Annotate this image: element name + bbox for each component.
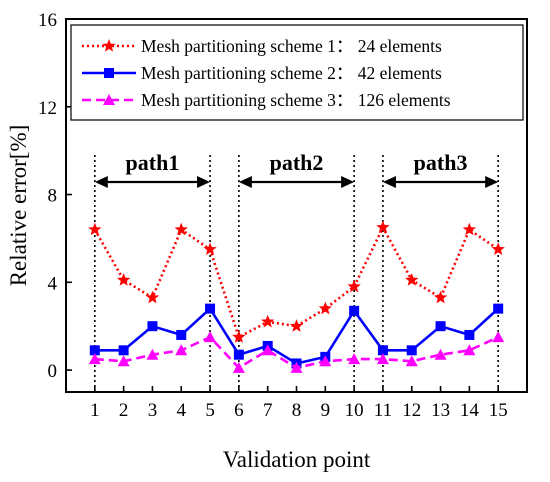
legend: Mesh partitioning scheme 1： 24 elements M…: [70, 24, 524, 121]
series-2-point: [493, 303, 504, 314]
x-tick-label: 10: [345, 400, 364, 421]
legend-box: [70, 24, 524, 121]
series-3-point: [492, 331, 505, 343]
annotation-arrowhead-right: [341, 176, 355, 188]
annotation-arrowhead-left: [94, 176, 108, 188]
series-2-point: [349, 305, 360, 316]
series-1-point: [261, 314, 275, 328]
series-2-point: [147, 321, 158, 332]
x-tick-label: 2: [119, 400, 129, 421]
series-1: [88, 220, 505, 343]
series-1-point: [405, 273, 419, 286]
legend-label: Mesh partitioning scheme 2： 42 elements: [141, 63, 442, 83]
series-3-point: [88, 353, 101, 365]
x-tick-label: 13: [431, 400, 450, 421]
annotation-label: path2: [270, 150, 324, 175]
x-tick-label: 12: [402, 400, 421, 421]
series-1-point: [376, 220, 390, 234]
series-3-point: [204, 331, 217, 343]
series-3-point: [405, 355, 418, 367]
series-3-point: [290, 361, 303, 373]
y-tick-label: 4: [48, 273, 58, 294]
series-3-point: [117, 355, 130, 367]
series-1-point: [347, 279, 361, 293]
series-3-point: [376, 353, 389, 365]
series-3-point: [319, 355, 332, 367]
legend-item-3: Mesh partitioning scheme 3： 126 elements: [82, 90, 451, 110]
legend-swatch-marker: [104, 68, 114, 78]
series-3-point: [146, 348, 159, 360]
series-1-point: [116, 273, 131, 286]
x-tick-label: 7: [263, 400, 273, 421]
legend-swatch-marker: [102, 39, 116, 52]
series-2-point: [233, 349, 244, 360]
series-3-point: [232, 361, 245, 373]
series-3-point: [175, 344, 188, 356]
series-1-point: [318, 301, 332, 315]
series-3-point: [348, 353, 361, 365]
legend-item-2: Mesh partitioning scheme 2： 42 elements: [82, 63, 442, 83]
y-tick-label: 0: [48, 361, 58, 382]
x-tick-label: 6: [234, 400, 244, 421]
series-3: [88, 331, 505, 373]
series-1-line: [93, 224, 499, 340]
series-1-point: [433, 290, 448, 304]
series-2-point: [118, 345, 129, 356]
x-tick-label: 15: [489, 400, 508, 421]
y-tick-label: 16: [38, 10, 57, 31]
series-1-point: [203, 242, 217, 256]
y-tick-label: 8: [48, 186, 58, 207]
annotation-path3: path3: [382, 150, 499, 188]
series-2-point: [89, 345, 100, 356]
series-2-point: [205, 303, 216, 314]
series-1-point: [462, 222, 477, 236]
path-annotations: path1 path2 path3: [94, 150, 499, 188]
y-axis-title: Relative error[%]: [6, 125, 31, 287]
series-3-point: [434, 348, 447, 360]
legend-label: Mesh partitioning scheme 3： 126 elements: [141, 90, 451, 110]
series-1-point: [491, 242, 505, 256]
annotation-label: path3: [414, 150, 468, 175]
series-1-point: [174, 222, 188, 236]
x-tick-label: 4: [177, 400, 187, 421]
x-tick-label: 1: [90, 400, 100, 421]
annotation-label: path1: [126, 150, 180, 175]
series-2-point: [464, 329, 475, 340]
annotation-path1: path1: [94, 150, 211, 188]
annotation-arrowhead-right: [197, 176, 211, 188]
series-1-point: [88, 222, 102, 236]
x-tick-label: 5: [205, 400, 215, 421]
x-tick-label: 9: [321, 400, 331, 421]
x-tick-label: 11: [374, 400, 392, 421]
x-tick-label: 14: [460, 400, 480, 421]
series-3-point: [261, 344, 274, 356]
legend-label: Mesh partitioning scheme 1： 24 elements: [141, 36, 442, 56]
series-2-point: [435, 321, 446, 332]
annotation-arrowhead-right: [485, 176, 499, 188]
legend-swatch-marker: [103, 94, 115, 105]
annotation-arrowhead-left: [382, 176, 396, 188]
series-1-point: [145, 290, 160, 304]
x-tick-label: 8: [292, 400, 302, 421]
x-axis-title: Validation point: [223, 447, 371, 472]
series-3-point: [463, 344, 476, 356]
series-2-point: [176, 329, 187, 340]
legend-item-1: Mesh partitioning scheme 1： 24 elements: [82, 36, 442, 56]
x-tick-label: 3: [148, 400, 158, 421]
series-2-point: [377, 345, 388, 356]
series-1-point: [232, 330, 246, 343]
series-2-point: [406, 345, 417, 356]
series-group: [88, 220, 505, 373]
annotation-path2: path2: [238, 150, 355, 188]
y-tick-label: 12: [38, 98, 57, 119]
series-1-point: [289, 319, 304, 332]
annotation-arrowhead-left: [238, 176, 252, 188]
